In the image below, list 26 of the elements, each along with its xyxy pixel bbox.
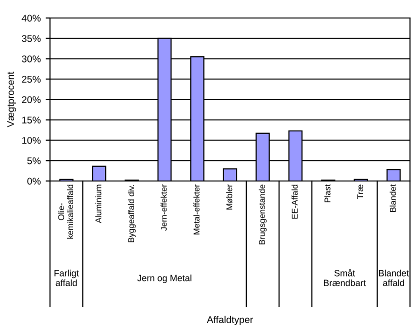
x-tick-label: Metal-effekter	[193, 184, 200, 234]
y-tick-label: 20%	[22, 96, 41, 104]
x-tick-label: Plast	[324, 184, 330, 202]
y-tick-label: 5%	[27, 157, 41, 164]
text: Blandet affald	[379, 270, 409, 286]
x-tick-label: Møbler	[226, 184, 232, 210]
y-axis-title: Vægtprocent	[7, 72, 16, 128]
x-tick-label: Jern-effekter	[160, 184, 167, 231]
text: Affaldtyper	[206, 316, 253, 325]
y-tick-label: 15%	[22, 116, 41, 124]
x-tick-label: EE-Affald	[292, 184, 298, 219]
text: Jern og Metal	[137, 274, 192, 284]
y-tick-label: 30%	[22, 55, 41, 62]
x-tick-label: Byggeaffald div.	[128, 185, 136, 242]
y-tick-label: 25%	[22, 76, 41, 83]
y-tick-label: 40%	[22, 14, 41, 22]
y-tick-label: 0%	[27, 178, 41, 185]
y-tick-label: 10%	[22, 136, 41, 144]
x-tick-label: Brugsgenstande	[258, 184, 267, 244]
x-tick-label: Aluminium	[95, 184, 102, 224]
x-tick-label: Olie- kemikalieaffald	[58, 184, 74, 239]
x-tick-label: Træ	[357, 184, 364, 200]
text: Farligt affald	[54, 270, 79, 286]
x-tick-label: Blandet	[390, 184, 396, 212]
text: Småt Brændbart	[324, 268, 366, 286]
y-tick-label: 35%	[22, 35, 41, 42]
